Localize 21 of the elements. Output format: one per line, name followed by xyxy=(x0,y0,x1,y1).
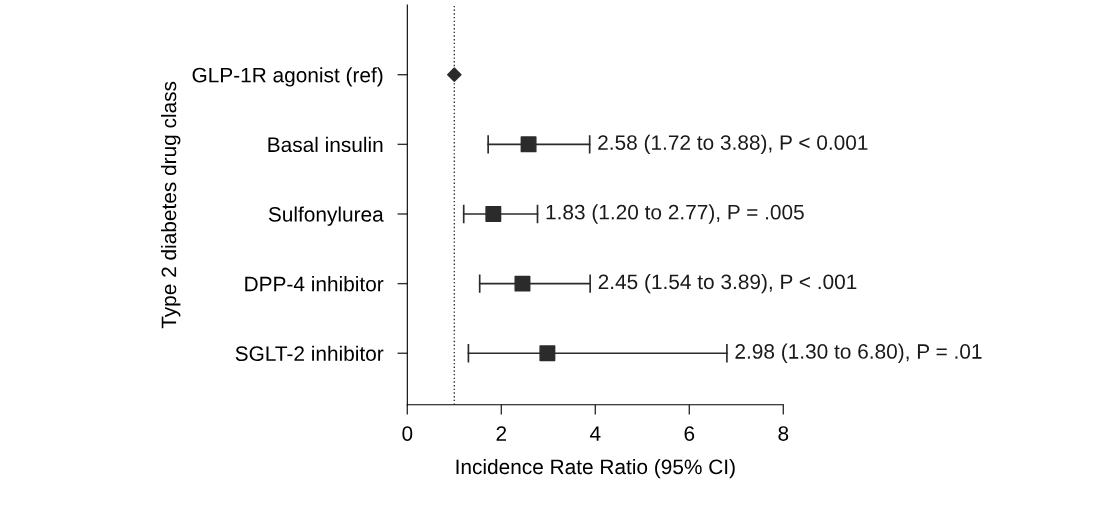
y-tick-label: Basal insulin xyxy=(268,136,383,153)
y-tick-label: GLP-1R agonist (ref) xyxy=(192,67,383,87)
point xyxy=(514,275,531,292)
x-axis-title: Incidence Rate Ratio (95% CI) xyxy=(456,458,735,479)
point xyxy=(485,206,502,222)
y-tick-label: Sulfonylurea xyxy=(268,206,384,226)
point xyxy=(447,67,462,82)
point xyxy=(539,345,556,362)
y-tick-label: SGLT-2 inhibitor xyxy=(235,345,384,362)
point xyxy=(520,136,537,153)
x-tick-label: 2 xyxy=(496,426,507,441)
x-tick-label: 4 xyxy=(589,426,601,441)
y-axis-title: Type 2 diabetes drug class xyxy=(160,81,181,329)
annotation: 1.83 (1.20 to 2.77), P = .005 xyxy=(546,204,804,224)
annotation: 2.98 (1.30 to 6.80), P = .01 xyxy=(735,343,982,363)
y-tick-label: DPP-4 inhibitor xyxy=(245,276,384,292)
annotation: 2.45 (1.54 to 3.89), P < .001 xyxy=(598,273,857,294)
x-tick-label: 6 xyxy=(684,426,695,441)
annotation: 2.58 (1.72 to 3.88), P < 0.001 xyxy=(598,134,868,155)
x-tick-label: 8 xyxy=(778,426,789,441)
x-tick-label: 0 xyxy=(402,426,413,441)
